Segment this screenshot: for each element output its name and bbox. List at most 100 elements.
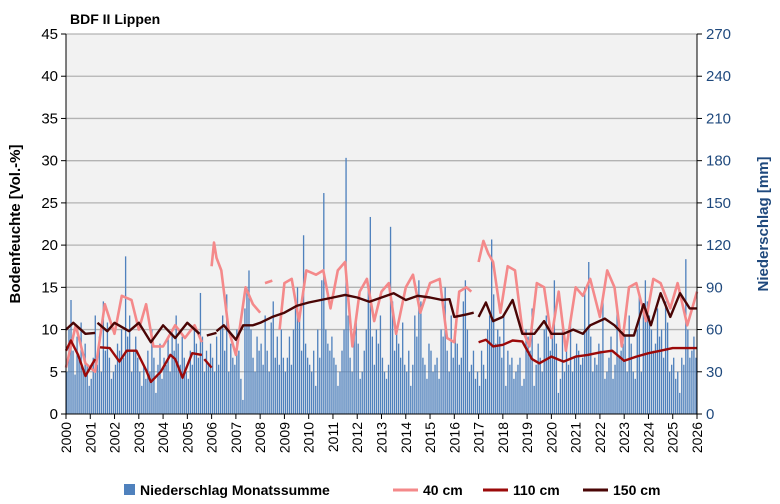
precip-bar [242,399,244,414]
precip-bar [379,315,382,414]
precip-bar [165,364,167,414]
precip-bar [256,336,258,414]
precip-bar [153,357,155,414]
precip-bar [521,385,523,414]
precip-bar [159,343,161,414]
precip-bar [361,371,363,414]
precip-bar [116,343,119,414]
precip-bar [491,239,493,414]
precip-bar [476,371,479,414]
series-line-40cm [477,239,699,352]
gridlines [66,33,697,373]
precip-bar [294,308,297,414]
x-tick-label: 2005 [179,422,195,453]
precip-bar [383,371,386,414]
precip-bar [679,392,681,414]
precip-bar [493,294,495,414]
precip-bar [296,287,299,414]
precip-bar [385,378,388,414]
precip-bar [248,270,250,414]
series-line-40cm [278,260,473,348]
precip-bar [311,371,313,414]
precip-bar [664,301,667,414]
y2-tick-label: 210 [706,110,731,127]
precip-bar [689,357,691,414]
precip-bar [660,329,663,414]
precip-bar [575,343,578,414]
precip-bar [695,357,697,414]
precip-bar [681,357,683,414]
precip-bar [630,343,632,414]
axes: 0510152025303540450306090120150180210240… [41,26,731,453]
precip-bar [357,343,359,414]
precip-bar [177,343,179,414]
precip-bar [610,336,612,414]
precip-bar [620,350,622,414]
precip-bar [308,364,311,414]
precip-bar [341,350,343,414]
x-tick-label: 2012 [349,422,365,453]
precip-bar [137,357,139,414]
precip-bar [642,308,645,414]
precip-bar [622,343,624,414]
precip-bar [329,350,331,414]
x-tick-label: 2000 [58,422,74,453]
precip-bar [662,357,665,414]
precip-bar [131,371,133,414]
precip-bar [646,301,649,414]
precip-bar [173,350,175,414]
precip-bar [590,336,592,414]
precip-bar [197,357,200,414]
precip-bar [98,336,100,414]
precip-bar [68,329,70,414]
legend-swatch-precip [124,484,135,495]
precip-bar [666,322,669,414]
precip-bar [211,357,214,414]
precip-bar [106,322,109,414]
precip-bar [335,364,337,414]
precip-bar [598,343,600,414]
precip-bar [270,322,272,414]
precip-bar [90,378,92,414]
precip-bar [236,329,238,414]
precip-bar [482,364,485,414]
precip-bar [375,329,378,414]
precip-bar [209,343,212,414]
y-tick-label: 20 [41,237,58,254]
precip-bar [292,329,295,414]
precip-bar [470,364,473,414]
precip-bar [84,343,86,414]
y2-tick-label: 90 [706,279,723,296]
precip-bar [517,364,519,414]
precip-bar [579,364,582,414]
precip-bar [363,350,365,414]
precip-bar [440,329,442,414]
precip-bar [468,371,471,414]
precip-bar [505,385,507,414]
precip-bar [626,371,628,414]
precip-bar [549,350,551,414]
precip-bar [353,336,355,414]
precip-bar [70,300,72,414]
precip-bar [531,308,533,414]
precip-bar [529,350,531,414]
precip-bar [169,371,171,414]
precip-bar [685,259,687,414]
precip-bar [565,350,568,414]
precip-bar [371,336,374,414]
precip-bar [393,350,396,414]
precip-bar [507,350,509,414]
precip-bar [66,371,68,414]
precip-bar [203,371,206,414]
precip-bar [537,343,539,414]
series-line-110cm [99,346,203,384]
y-tick-label: 45 [41,26,58,43]
precip-bar [207,364,210,414]
precip-bar [76,336,78,414]
precip-bar [347,315,349,414]
precip-bar [185,371,187,414]
precip-bar [406,371,408,414]
precip-bar [325,329,327,414]
x-tick-label: 2008 [252,422,268,453]
precip-bar [74,374,76,414]
